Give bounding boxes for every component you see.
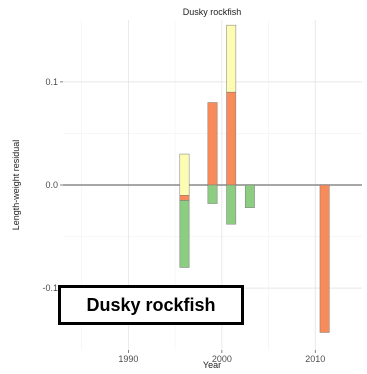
- bar-segment: [319, 184, 330, 333]
- bar-segment: [179, 200, 190, 268]
- y-tick-label: 0.1: [45, 77, 58, 87]
- x-axis-title: Year: [203, 360, 221, 370]
- bar-segment: [207, 184, 218, 204]
- inset-label-text: Dusky rockfish: [86, 294, 216, 315]
- x-tick-label: 2000: [212, 354, 232, 364]
- y-tick-label: 0.0: [45, 180, 58, 190]
- x-tick-label: 2010: [305, 354, 325, 364]
- y-axis-title: Length-weight residual: [11, 140, 21, 231]
- y-tick-label: -0.1: [42, 283, 58, 293]
- bar-segment: [207, 102, 218, 186]
- bar-segment: [179, 195, 190, 201]
- bar-segment: [244, 184, 255, 208]
- axis-ticks: 1990 2000 2010 -0.1 0.0 0.1: [42, 77, 325, 364]
- bar-segment: [226, 91, 237, 186]
- bar-segment: [226, 24, 237, 93]
- bars: [179, 24, 330, 333]
- chart-title: Dusky rockfish: [183, 7, 242, 17]
- bar-segment: [226, 184, 237, 225]
- inset-label-box: Dusky rockfish: [58, 285, 244, 325]
- x-tick-label: 1990: [118, 354, 138, 364]
- bar-segment: [179, 153, 190, 196]
